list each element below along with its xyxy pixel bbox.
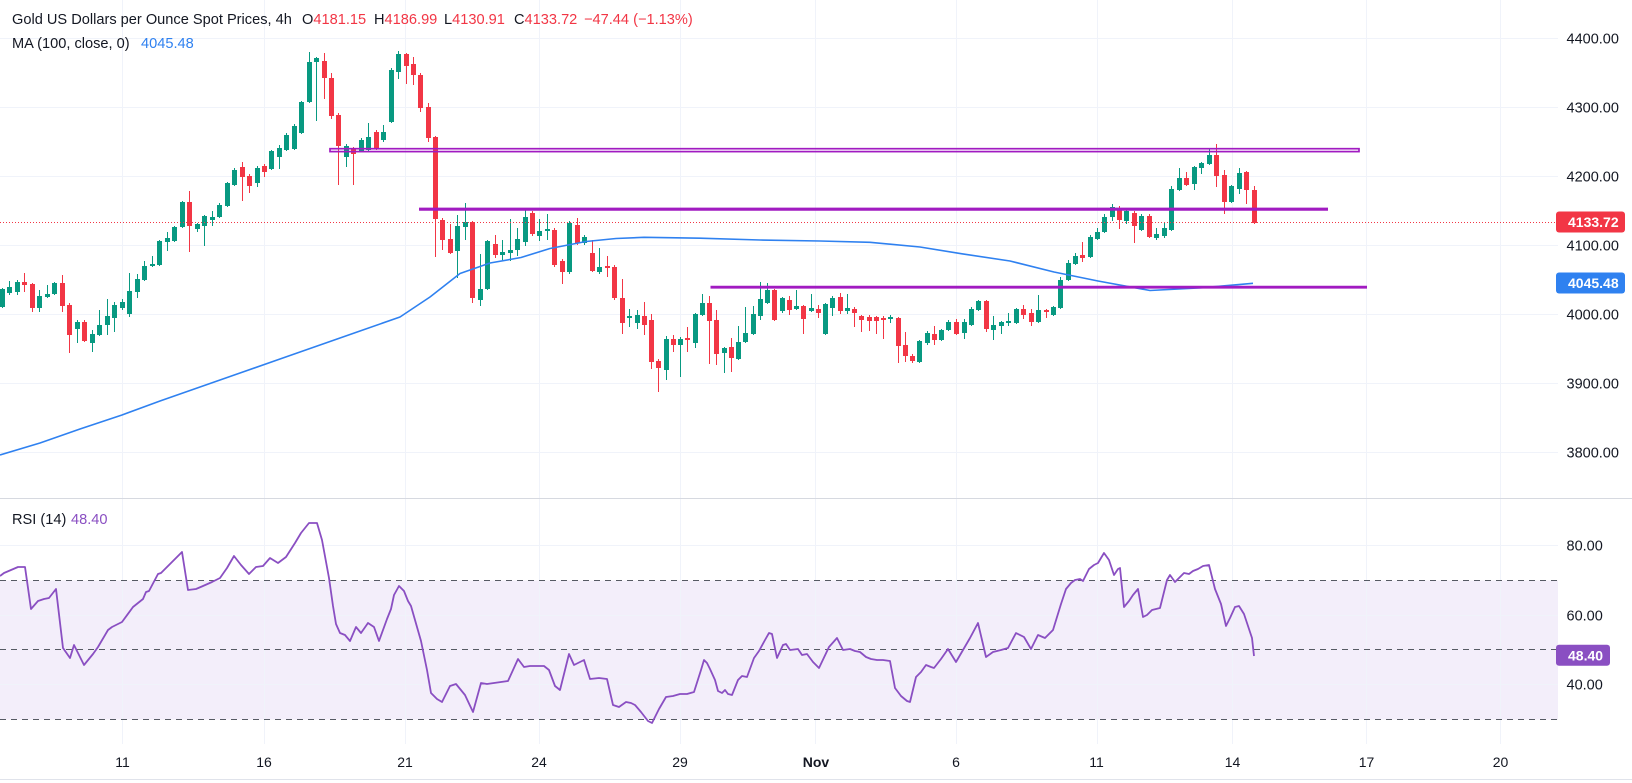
svg-text:4133.72: 4133.72 [1568,214,1619,230]
svg-text:17: 17 [1359,754,1375,770]
svg-text:4045.48: 4045.48 [1568,275,1619,291]
svg-text:20: 20 [1493,754,1509,770]
svg-text:4000.00: 4000.00 [1567,308,1619,324]
svg-text:6: 6 [952,754,960,770]
svg-text:11: 11 [1089,754,1104,770]
svg-text:4045.48: 4045.48 [141,36,194,52]
svg-text:3900.00: 3900.00 [1567,377,1619,393]
svg-text:60.00: 60.00 [1567,609,1603,625]
svg-text:MA (100, close, 0): MA (100, close, 0) [12,36,130,52]
svg-text:Nov: Nov [803,754,830,770]
svg-text:RSI (14): RSI (14) [12,512,66,528]
svg-text:4400.00: 4400.00 [1567,32,1619,48]
svg-text:16: 16 [256,754,272,770]
svg-text:24: 24 [531,754,547,770]
svg-text:4300.00: 4300.00 [1567,101,1619,117]
svg-text:L4130.91: L4130.91 [444,12,505,28]
svg-text:H4186.99: H4186.99 [374,12,437,28]
svg-text:29: 29 [672,754,688,770]
svg-text:48.40: 48.40 [71,512,108,528]
svg-text:3800.00: 3800.00 [1567,446,1619,462]
svg-text:−47.44 (−1.13%): −47.44 (−1.13%) [584,12,693,28]
svg-text:O4181.15: O4181.15 [302,12,366,28]
svg-text:C4133.72: C4133.72 [514,12,577,28]
svg-text:14: 14 [1225,754,1241,770]
svg-text:Gold US Dollars per Ounce Spot: Gold US Dollars per Ounce Spot Prices, 4… [12,12,292,28]
svg-text:80.00: 80.00 [1567,539,1603,555]
svg-text:48.40: 48.40 [1568,647,1603,663]
svg-text:40.00: 40.00 [1567,678,1603,694]
svg-text:4100.00: 4100.00 [1567,239,1619,255]
svg-text:4200.00: 4200.00 [1567,170,1619,186]
svg-text:21: 21 [397,754,413,770]
svg-text:11: 11 [115,754,130,770]
